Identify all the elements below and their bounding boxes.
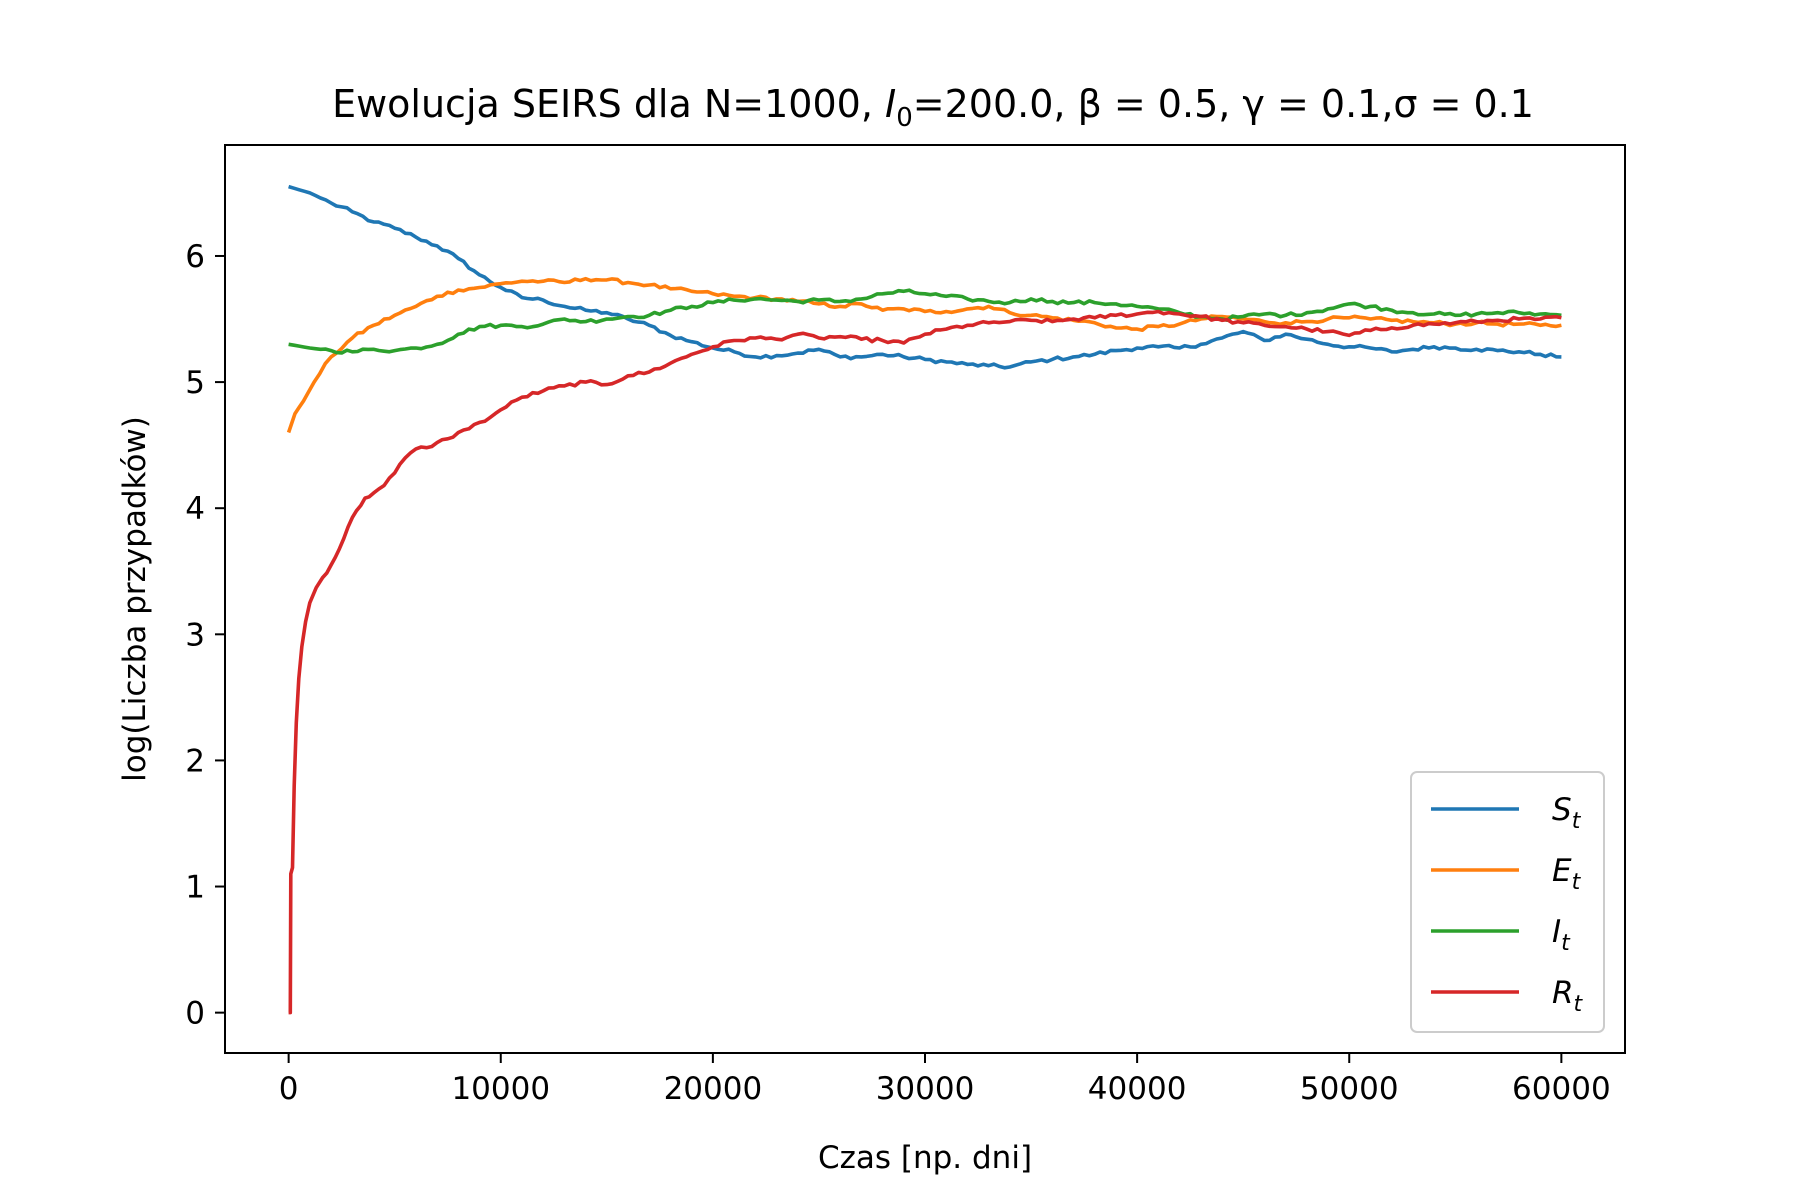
- legend-label-i: It: [1552, 914, 1571, 956]
- x-tick-label: 10000: [451, 1071, 550, 1107]
- y-tick-label: 1: [185, 870, 205, 906]
- y-tick-label: 6: [185, 239, 205, 275]
- legend: St Et It Rt: [1410, 771, 1605, 1033]
- x-tick-label: 30000: [876, 1071, 975, 1107]
- series-line-r: [288, 309, 1562, 1015]
- series-line-i: [288, 288, 1562, 355]
- y-tick-label: 0: [185, 996, 205, 1032]
- chart-title: Ewolucja SEIRS dla N=1000, I0=200.0, β =…: [332, 82, 1534, 133]
- x-tick-label: 50000: [1300, 1071, 1399, 1107]
- x-tick-label: 0: [279, 1071, 299, 1107]
- legend-label-s: St: [1552, 792, 1582, 834]
- y-axis: 0 1 2 3 4 5 6: [185, 239, 225, 1032]
- legend-box: [1410, 771, 1605, 1033]
- legend-label-e: Et: [1552, 853, 1582, 895]
- series-line-s: [288, 184, 1562, 370]
- series-line-e: [286, 276, 1562, 434]
- y-tick-label: 2: [185, 743, 205, 779]
- y-tick-label: 5: [185, 365, 205, 401]
- y-axis-label: log(Liczba przypadków): [117, 416, 153, 782]
- plot-area: [224, 144, 1626, 1054]
- series-layer: [286, 184, 1562, 1015]
- x-tick-label: 60000: [1512, 1071, 1611, 1107]
- x-tick-label: 40000: [1088, 1071, 1187, 1107]
- x-axis-label: Czas [np. dni]: [818, 1140, 1032, 1176]
- x-axis: 0 10000 20000 30000 40000 50000 60000: [279, 1053, 1611, 1107]
- x-tick-label: 20000: [664, 1071, 763, 1107]
- legend-label-r: Rt: [1552, 975, 1584, 1017]
- y-tick-label: 3: [185, 617, 205, 653]
- y-tick-label: 4: [185, 491, 205, 527]
